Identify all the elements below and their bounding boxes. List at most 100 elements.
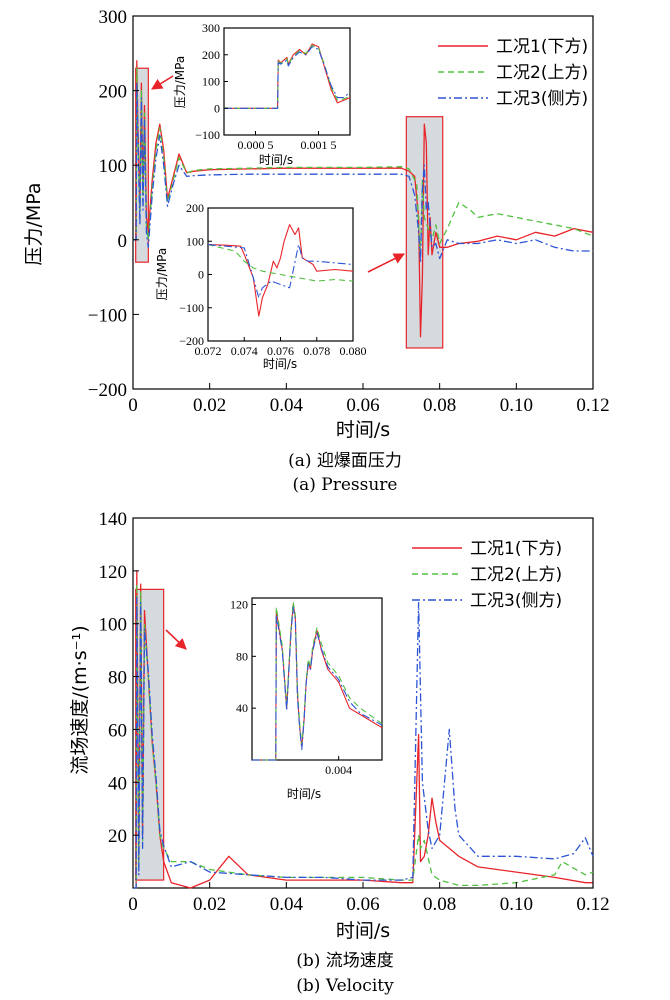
velocity-ytick-label: 40 bbox=[108, 773, 127, 794]
legend-label-case3: 工况3(侧方) bbox=[470, 591, 562, 611]
velocity-xlabel: 时间/s bbox=[336, 920, 390, 942]
inset-ytick-label: 100 bbox=[202, 75, 220, 89]
velocity-xtick-label: 0.02 bbox=[193, 894, 226, 915]
velocity-ytick-label: 140 bbox=[99, 509, 128, 530]
pressure-xlabel: 时间/s bbox=[336, 419, 390, 441]
legend-label-case2: 工况2(上方) bbox=[470, 565, 562, 585]
pressure-ytick-label: 100 bbox=[99, 156, 128, 177]
inset-ytick-label: 200 bbox=[202, 48, 220, 62]
inset-ytick-label: 40 bbox=[236, 701, 248, 715]
pressure-series-case3 bbox=[133, 82, 593, 263]
pressure-ytick-label: 300 bbox=[99, 7, 128, 28]
pressure-ylabel: 压力/MPa bbox=[23, 182, 45, 265]
pressure-caption-cn: (a) 迎爆面压力 bbox=[288, 451, 402, 471]
pressure-xtick-label: 0.04 bbox=[270, 395, 304, 416]
pressure-xtick-label: 0.10 bbox=[500, 395, 533, 416]
callout-arrow bbox=[151, 75, 174, 90]
inset-ticks: 0.072 0.074 0.076 0.078 0.080 −200 −100 0 100 200 bbox=[179, 201, 366, 358]
inset-ticks: 0.004 40 80 120 bbox=[230, 597, 352, 777]
legend-label-case1: 工况1(下方) bbox=[470, 539, 562, 559]
pressure-chart: 0 0.02 0.04 0.06 0.08 0.10 0.12 −200 −100 0 100 200… bbox=[23, 7, 610, 495]
pressure-caption-en: (a) Pressure bbox=[292, 475, 397, 495]
inset-ytick-label: 0 bbox=[198, 268, 204, 282]
pressure-legend: 工况1(下方) 工况2(上方) 工况3(侧方) bbox=[438, 37, 588, 109]
pressure-ytick-label: −200 bbox=[88, 380, 127, 401]
velocity-series bbox=[133, 570, 594, 889]
inset-series-case1 bbox=[224, 43, 351, 109]
velocity-inset-early: 0.004 40 80 120 时间/s bbox=[230, 597, 383, 801]
velocity-ytick-label: 120 bbox=[99, 562, 128, 583]
pressure-inset-late: 0.072 0.074 0.076 0.078 0.080 −200 −100 0 100 200… bbox=[155, 201, 367, 371]
inset-frame bbox=[223, 27, 351, 136]
pressure-ytick-label: 200 bbox=[99, 82, 128, 103]
inset-ticks: 0.000 5 0.001 5 −100 0 100 200 300 bbox=[195, 21, 336, 152]
inset-xtick-label: 0.072 bbox=[195, 344, 222, 358]
velocity-ytick-label: 60 bbox=[108, 720, 127, 741]
inset-series bbox=[207, 224, 354, 317]
velocity-caption-en: (b) Velocity bbox=[296, 976, 394, 996]
inset-xtick-label: 0.078 bbox=[303, 344, 330, 358]
velocity-legend: 工况1(下方) 工况2(上方) 工况3(侧方) bbox=[412, 539, 562, 611]
velocity-xtick-label: 0.04 bbox=[270, 894, 304, 915]
inset-ylabel: 压力/MPa bbox=[173, 56, 187, 108]
velocity-ylabel: 流场速度/(m·s⁻¹) bbox=[69, 625, 91, 774]
inset-ytick-label: 300 bbox=[202, 21, 220, 35]
pressure-xtick-label: 0.08 bbox=[423, 395, 456, 416]
pressure-ytick-label: 0 bbox=[118, 231, 128, 252]
pressure-ticks: 0 0.02 0.04 0.06 0.08 0.10 0.12 −200 −100 0 100 200… bbox=[88, 7, 610, 416]
inset-ytick-label: 120 bbox=[230, 597, 248, 611]
pressure-xtick-label: 0.02 bbox=[193, 395, 226, 416]
pressure-inset-early: 0.000 5 0.001 5 −100 0 100 200 300 压力/MPa 时间/s bbox=[173, 21, 351, 167]
legend-label-case3: 工况3(侧方) bbox=[496, 89, 588, 109]
inset-ytick-label: 0 bbox=[214, 101, 220, 115]
pressure-xtick-label: 0 bbox=[128, 395, 138, 416]
inset-ytick-label: −200 bbox=[179, 334, 204, 348]
velocity-xtick-label: 0 bbox=[128, 894, 138, 915]
inset-frame bbox=[251, 597, 383, 761]
pressure-ytick-label: −100 bbox=[88, 305, 127, 326]
legend-label-case2: 工况2(上方) bbox=[496, 63, 588, 83]
inset-xtick-label: 0.000 5 bbox=[238, 138, 274, 152]
pressure-series bbox=[133, 60, 594, 338]
inset-series-case3 bbox=[252, 606, 383, 761]
callout-arrow bbox=[367, 253, 406, 273]
inset-series bbox=[224, 43, 351, 109]
velocity-xtick-label: 0.06 bbox=[346, 894, 379, 915]
legend-label-case1: 工况1(下方) bbox=[496, 37, 588, 57]
inset-series-case2 bbox=[252, 601, 383, 761]
inset-ytick-label: 200 bbox=[186, 201, 204, 215]
inset-series-case1 bbox=[207, 224, 354, 317]
velocity-xtick-label: 0.08 bbox=[423, 894, 456, 915]
inset-series-case3 bbox=[224, 46, 351, 109]
callout-arrow bbox=[165, 629, 187, 650]
velocity-caption-cn: (b) 流场速度 bbox=[296, 951, 394, 971]
velocity-series-case3 bbox=[133, 596, 594, 889]
velocity-ytick-label: 80 bbox=[108, 668, 127, 689]
inset-series-case2 bbox=[224, 44, 351, 109]
inset-series bbox=[252, 601, 383, 761]
inset-ytick-label: 80 bbox=[236, 649, 248, 663]
pressure-xtick-label: 0.12 bbox=[576, 395, 609, 416]
velocity-xtick-label: 0.12 bbox=[576, 894, 609, 915]
inset-series-case3 bbox=[207, 244, 354, 299]
inset-series-case2 bbox=[207, 244, 354, 282]
inset-xtick-label: 0.080 bbox=[340, 344, 367, 358]
velocity-chart: 0 0.02 0.04 0.06 0.08 0.10 0.12 20 40 60 80 100 120 1… bbox=[69, 509, 610, 996]
velocity-series-case1 bbox=[133, 570, 593, 889]
inset-xtick-label: 0.074 bbox=[231, 344, 258, 358]
velocity-xtick-label: 0.10 bbox=[500, 894, 533, 915]
inset-ytick-label: −100 bbox=[195, 128, 220, 142]
inset-ylabel: 压力/MPa bbox=[155, 248, 169, 300]
velocity-series-case2 bbox=[133, 583, 594, 889]
inset-xlabel: 时间/s bbox=[263, 357, 297, 371]
inset-xlabel: 时间/s bbox=[287, 787, 321, 801]
inset-xtick-label: 0.001 5 bbox=[301, 138, 337, 152]
pressure-xtick-label: 0.06 bbox=[346, 395, 379, 416]
inset-xtick-label: 0.004 bbox=[325, 763, 352, 777]
inset-xtick-label: 0.076 bbox=[267, 344, 294, 358]
pressure-series-case2 bbox=[133, 67, 594, 256]
inset-ytick-label: 100 bbox=[186, 234, 204, 248]
velocity-ytick-label: 20 bbox=[108, 826, 127, 847]
velocity-ticks: 0 0.02 0.04 0.06 0.08 0.10 0.12 20 40 60 80 100 120 1… bbox=[99, 509, 610, 915]
